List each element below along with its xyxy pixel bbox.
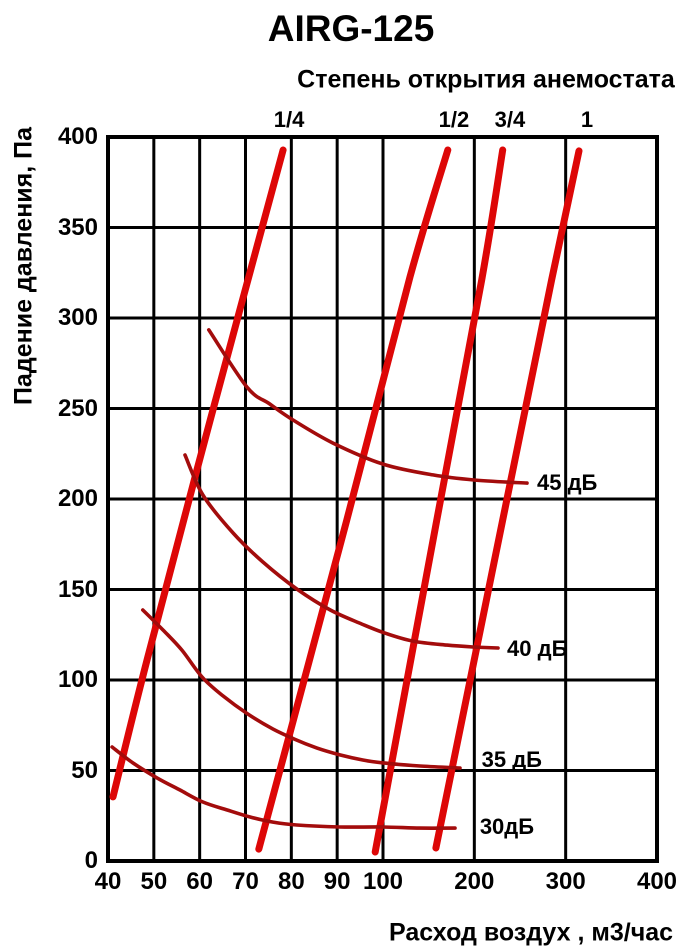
opening-degree-label-3-4: 3/4 xyxy=(494,107,526,132)
y-tick-label-400: 400 xyxy=(57,123,98,150)
x-tick-label-40: 40 xyxy=(94,868,122,895)
opening-degree-label-1-4: 1/4 xyxy=(273,107,305,132)
x-tick-label-400: 400 xyxy=(636,868,678,895)
y-tick-label-0: 0 xyxy=(84,847,98,874)
opening-line-3-4 xyxy=(371,146,507,856)
noise-curve-30дб xyxy=(110,745,457,830)
series-lines xyxy=(109,146,583,856)
y-tick-label-150: 150 xyxy=(57,575,98,603)
noise-curve-label-35-дб: 35 дБ xyxy=(481,746,542,772)
opening-line-1-2 xyxy=(255,146,452,853)
top-axis-title: Степень открытия анемостата xyxy=(297,65,675,94)
y-tick-label-50: 50 xyxy=(71,756,98,784)
x-axis-title: Расход воздух , м3/час xyxy=(388,918,674,947)
x-tick-label-90: 90 xyxy=(323,868,351,895)
x-tick-label-50: 50 xyxy=(140,868,168,895)
noise-curve-40-дб xyxy=(183,453,500,650)
opening-degree-label-1: 1 xyxy=(580,107,594,132)
y-axis-title: Падение давления, Па xyxy=(9,126,38,406)
chart-title: AIRG-125 xyxy=(267,8,435,49)
y-tick-label-200: 200 xyxy=(57,485,98,512)
x-tick-label-300: 300 xyxy=(545,868,586,895)
noise-curve-45-дб xyxy=(207,328,529,485)
x-tick-label-80: 80 xyxy=(277,868,305,895)
noise-curve-35-дб xyxy=(141,608,462,770)
opening-degree-label-1-2: 1/2 xyxy=(438,107,470,132)
plot-frame xyxy=(106,135,659,863)
x-tick-label-100: 100 xyxy=(362,868,404,895)
noise-curve-label-30дб: 30дБ xyxy=(479,813,535,839)
x-tick-label-70: 70 xyxy=(232,868,259,895)
y-tick-label-100: 100 xyxy=(57,666,98,693)
x-tick-label-60: 60 xyxy=(186,868,214,895)
opening-line-1 xyxy=(432,147,583,852)
y-tick-label-300: 300 xyxy=(57,304,98,331)
opening-line-1-4 xyxy=(109,146,287,801)
x-tick-label-200: 200 xyxy=(454,868,495,895)
noise-curve-label-40-дб: 40 дБ xyxy=(507,636,568,662)
y-tick-label-250: 250 xyxy=(57,394,98,422)
noise-curve-label-45-дб: 45 дБ xyxy=(536,469,598,495)
y-tick-label-350: 350 xyxy=(57,213,98,241)
